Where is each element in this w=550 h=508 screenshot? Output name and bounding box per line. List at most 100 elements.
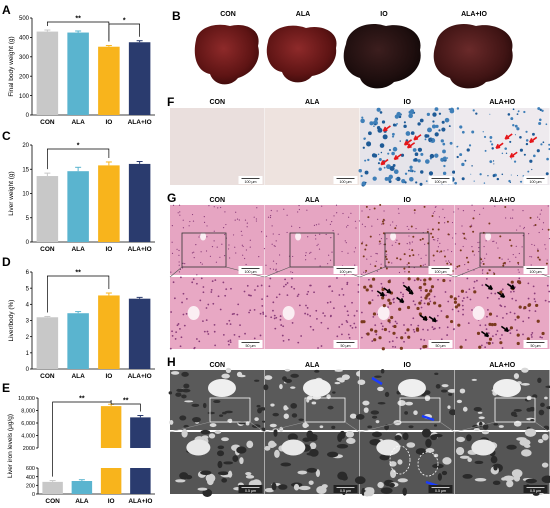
organelle (217, 445, 225, 450)
organelle (545, 385, 550, 389)
brown-deposit (518, 305, 522, 309)
nucleus (427, 228, 429, 230)
he-image-high-mag (170, 277, 265, 349)
panel-column-label: IO (404, 362, 412, 369)
nucleus (381, 328, 384, 331)
nucleus (422, 328, 424, 331)
brown-deposit (381, 220, 384, 223)
iron-deposit (519, 148, 523, 152)
brown-deposit (458, 264, 461, 267)
organelle (280, 462, 292, 467)
nucleus (362, 241, 364, 243)
bar-con (36, 317, 59, 369)
nucleus (170, 271, 172, 273)
organelle (306, 467, 317, 473)
iron-deposit (432, 124, 437, 129)
nucleus (193, 251, 195, 253)
significance-label: * (123, 18, 126, 25)
iron-deposit (362, 146, 365, 149)
nucleus (385, 265, 387, 267)
organelle (442, 457, 452, 465)
organelle (380, 487, 393, 494)
nucleus (392, 345, 394, 348)
organelle (245, 471, 252, 476)
nucleus (464, 339, 467, 341)
zoom-line (534, 421, 550, 433)
organelle (402, 432, 409, 441)
nucleus (361, 336, 363, 339)
nucleus (306, 293, 309, 296)
brown-deposit (407, 270, 410, 273)
nucleus (317, 243, 319, 245)
organelle (192, 416, 201, 423)
nucleus (169, 347, 172, 350)
brown-deposit (449, 263, 452, 266)
organelle (425, 448, 435, 453)
nucleus (313, 224, 316, 226)
panel-letter-a: A (2, 3, 11, 17)
nucleus (284, 283, 287, 286)
brown-deposit (463, 232, 466, 235)
nucleus (316, 317, 318, 320)
organelle (209, 423, 217, 428)
nucleus (171, 335, 174, 337)
organelle (218, 414, 224, 417)
organelle (168, 391, 173, 395)
organelle (384, 480, 390, 486)
brown-deposit (534, 223, 537, 226)
nucleus (517, 269, 519, 271)
nucleus (183, 324, 186, 327)
nucleus (522, 209, 524, 212)
x-tick-label: ALA (75, 498, 89, 503)
nucleus (501, 347, 504, 349)
iron-deposit (409, 176, 414, 182)
iron-deposit (448, 108, 451, 110)
nucleus (346, 310, 349, 313)
nucleus (487, 332, 490, 335)
y-tick-label: 15 (22, 167, 29, 173)
nucleus (233, 334, 236, 336)
nucleus (462, 308, 465, 311)
black-arrow-icon (396, 296, 405, 304)
nucleus (354, 220, 357, 222)
red-arrow-icon (382, 125, 391, 132)
organelle (467, 457, 472, 462)
nucleus (314, 258, 316, 260)
perls-image (360, 108, 455, 185)
iron-deposit (432, 120, 435, 123)
nucleus (211, 280, 214, 283)
brown-deposit (418, 312, 422, 316)
nucleus (344, 305, 346, 308)
bar-io (98, 295, 120, 369)
nucleus (213, 206, 215, 208)
nucleus (242, 254, 244, 256)
nucleus (354, 326, 357, 329)
zoom-line (344, 421, 360, 433)
iron-deposit (461, 130, 465, 134)
organelle (222, 411, 227, 415)
nucleus (428, 298, 431, 300)
brown-deposit (437, 221, 440, 224)
red-arrow-icon (403, 139, 413, 146)
brown-deposit (419, 238, 422, 241)
nucleus (319, 233, 321, 235)
organelle (377, 386, 384, 392)
nucleus (541, 336, 543, 339)
organelle (264, 445, 271, 451)
organelle (413, 410, 418, 416)
panel-column-label: CON (209, 197, 225, 204)
nucleus (305, 304, 307, 307)
brown-deposit (394, 227, 397, 230)
y-tick-label: 3 (26, 319, 30, 325)
y-tick-label: 5 (26, 286, 30, 292)
nucleus (296, 295, 299, 297)
iron-deposit (482, 131, 484, 133)
panel-column-label: IO (404, 197, 412, 204)
nucleus (470, 224, 473, 226)
iron-deposit (501, 152, 504, 155)
nucleus (381, 286, 384, 289)
y-tick-label: 200 (26, 484, 35, 490)
zoom-line (169, 421, 211, 433)
panel-column-label: ALA+IO (489, 197, 515, 204)
iron-deposit (360, 174, 363, 178)
